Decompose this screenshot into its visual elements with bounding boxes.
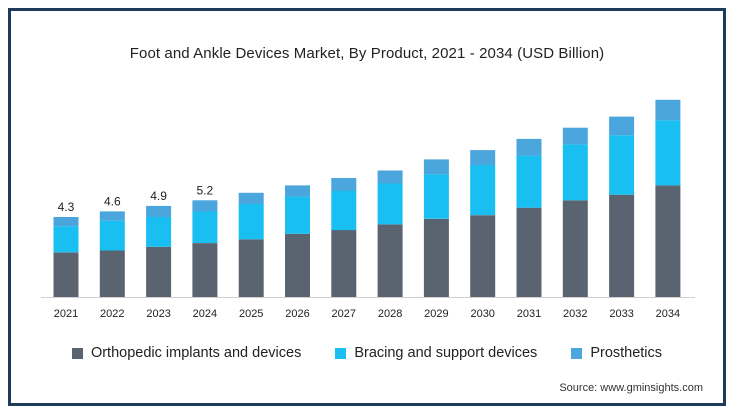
legend-label-orthopedic: Orthopedic implants and devices	[90, 345, 302, 361]
bar-prosthetics-2030	[470, 150, 496, 165]
bar-bracing-2030	[470, 164, 496, 216]
bar-bracing-2025	[238, 204, 264, 240]
x-tick-label-2029: 2029	[424, 308, 448, 320]
x-tick-label-2028: 2028	[378, 308, 402, 320]
bar-bracing-2027	[331, 191, 357, 231]
bar-bracing-2031	[516, 155, 542, 208]
legend-swatch-orthopedic	[71, 347, 83, 359]
x-tick-label-2023: 2023	[146, 308, 170, 320]
bar-bracing-2034	[655, 120, 681, 186]
bar-prosthetics-2025	[238, 192, 264, 204]
legend-item-bracing: Bracing and support devices	[335, 345, 537, 361]
legend-item-orthopedic: Orthopedic implants and devices	[71, 345, 302, 361]
x-tick-label-2021: 2021	[54, 308, 78, 320]
x-tick-label-2031: 2031	[517, 308, 541, 320]
bar-prosthetics-2023	[146, 205, 172, 218]
bar-orthopedic-2023	[146, 246, 172, 297]
chart-legend: Orthopedic implants and devices Bracing …	[11, 345, 723, 361]
source-note: Source: www.gminsights.com	[559, 382, 703, 394]
bar-orthopedic-2033	[609, 194, 635, 297]
legend-label-prosthetics: Prosthetics	[590, 345, 663, 361]
data-label-2024: 5.2	[197, 183, 214, 197]
bar-orthopedic-2026	[285, 233, 310, 297]
bar-prosthetics-2027	[331, 178, 357, 191]
stacked-bar-chart: 4.3 2021 4.6 2022 4.9 2023 5.2 2024 2025 2026 2027…	[41, 99, 695, 320]
bar-bracing-2028	[377, 183, 403, 225]
bar-prosthetics-2022	[99, 211, 125, 221]
bar-prosthetics-2029	[423, 159, 449, 175]
bar-bracing-2029	[423, 174, 449, 219]
bar-orthopedic-2024	[192, 243, 218, 297]
data-label-2023: 4.9	[150, 189, 167, 203]
bar-bracing-2026	[285, 196, 310, 234]
legend-label-bracing: Bracing and support devices	[354, 345, 538, 361]
bar-prosthetics-2024	[192, 200, 218, 212]
bar-prosthetics-2031	[516, 138, 542, 156]
bar-bracing-2021	[53, 226, 79, 253]
bar-orthopedic-2028	[377, 224, 403, 297]
bar-orthopedic-2025	[238, 239, 264, 297]
legend-swatch-bracing	[335, 347, 347, 359]
bar-bracing-2033	[609, 135, 635, 195]
bar-orthopedic-2032	[562, 200, 588, 297]
bar-orthopedic-2027	[331, 230, 357, 297]
bar-prosthetics-2028	[377, 170, 403, 184]
bar-orthopedic-2022	[99, 250, 125, 297]
bar-prosthetics-2026	[285, 185, 310, 197]
x-tick-label-2034: 2034	[656, 308, 680, 320]
x-tick-label-2033: 2033	[609, 308, 633, 320]
x-tick-label-2025: 2025	[239, 308, 263, 320]
bar-bracing-2032	[562, 144, 588, 201]
legend-swatch-prosthetics	[571, 347, 583, 359]
bar-prosthetics-2034	[655, 99, 681, 121]
chart-title: Foot and Ankle Devices Market, By Produc…	[129, 45, 605, 62]
data-label-2022: 4.6	[104, 194, 121, 208]
bar-orthopedic-2030	[470, 215, 496, 297]
x-tick-label-2030: 2030	[470, 308, 494, 320]
x-tick-label-2026: 2026	[285, 308, 309, 320]
x-tick-label-2032: 2032	[563, 308, 587, 320]
x-tick-label-2022: 2022	[100, 308, 124, 320]
legend-item-prosthetics: Prosthetics	[571, 345, 662, 361]
bar-orthopedic-2021	[53, 252, 79, 297]
bar-bracing-2024	[192, 211, 218, 243]
x-tick-label-2027: 2027	[332, 308, 356, 320]
bar-orthopedic-2034	[655, 185, 681, 297]
bar-orthopedic-2031	[516, 207, 542, 297]
chart-frame: Foot and Ankle Devices Market, By Produc…	[8, 8, 726, 406]
bar-prosthetics-2032	[562, 127, 588, 145]
bar-orthopedic-2029	[423, 218, 449, 297]
bar-bracing-2023	[146, 217, 172, 247]
bar-bracing-2022	[99, 220, 125, 251]
data-label-2021: 4.3	[58, 200, 75, 214]
bar-prosthetics-2033	[609, 116, 635, 136]
bar-prosthetics-2021	[53, 217, 79, 227]
x-tick-label-2024: 2024	[193, 308, 217, 320]
